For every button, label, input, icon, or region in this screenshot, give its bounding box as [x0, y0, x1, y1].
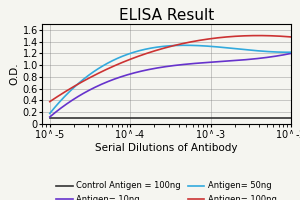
Title: ELISA Result: ELISA Result — [119, 8, 214, 23]
X-axis label: Serial Dilutions of Antibody: Serial Dilutions of Antibody — [95, 143, 238, 153]
Y-axis label: O.D.: O.D. — [10, 63, 20, 85]
Legend: Control Antigen = 100ng, Antigen= 10ng, Antigen= 50ng, Antigen= 100ng: Control Antigen = 100ng, Antigen= 10ng, … — [53, 178, 280, 200]
